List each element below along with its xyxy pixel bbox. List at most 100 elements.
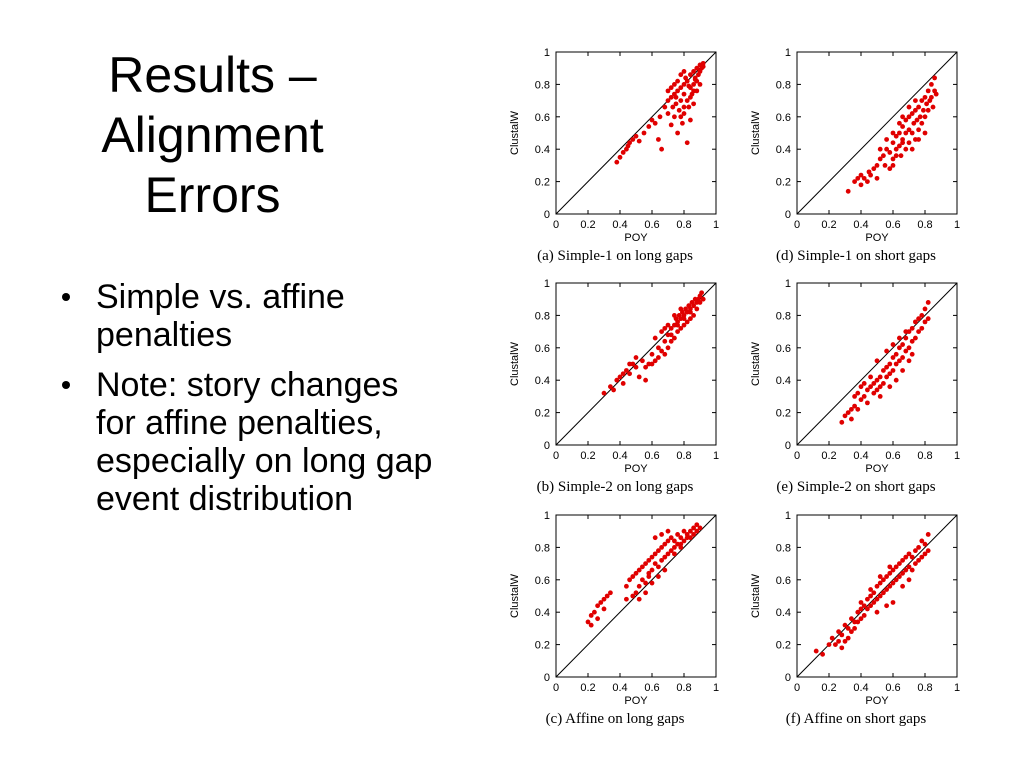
data-point: [672, 545, 677, 550]
data-point: [592, 609, 597, 615]
data-point: [924, 101, 929, 107]
data-point: [649, 351, 655, 357]
data-point: [630, 137, 636, 142]
data-point: [877, 394, 883, 399]
data-point: [681, 316, 687, 322]
data-point: [865, 596, 870, 602]
data-point: [839, 632, 845, 638]
data-point: [916, 104, 921, 110]
data-point: [906, 551, 912, 557]
data-point: [659, 545, 664, 550]
x-tick-label: 0.4: [612, 682, 627, 694]
data-point: [911, 120, 917, 126]
data-point: [884, 574, 889, 579]
data-point: [668, 122, 674, 128]
data-point: [672, 313, 677, 318]
data-point: [691, 532, 696, 537]
data-point: [874, 163, 880, 168]
data-point: [906, 104, 912, 110]
data-point: [909, 130, 915, 136]
data-point: [691, 101, 696, 107]
data-point: [900, 342, 905, 347]
data-point: [630, 593, 636, 599]
x-tick-label: 0.6: [885, 450, 900, 462]
y-tick-label: 0.2: [776, 177, 791, 189]
data-point: [898, 153, 904, 159]
scatter-panel-e: 0 0.2 0.4 0.6 0.8 1 0 0.2 0.4 0.6 0.8 1 POY ClustalW …: [741, 273, 971, 505]
scatter-plot-e: 0 0.2 0.4 0.6 0.8 1 0 0.2 0.4 0.6 0.8 1 POY ClustalW: [750, 278, 960, 475]
data-point: [678, 114, 684, 120]
data-point: [681, 82, 687, 87]
data-point: [620, 371, 626, 377]
data-point: [893, 351, 899, 357]
data-point: [673, 94, 679, 100]
data-point: [829, 635, 835, 641]
data-point: [868, 172, 873, 178]
data-point: [681, 69, 687, 74]
data-point: [681, 104, 687, 110]
data-point: [633, 364, 639, 370]
y-axis-label: ClustalW: [750, 110, 762, 155]
data-point: [673, 101, 679, 107]
data-point: [922, 551, 928, 557]
y-tick-label: 0.6: [535, 575, 550, 587]
data-point: [675, 532, 680, 537]
data-point: [887, 583, 893, 589]
x-tick-label: 0.2: [821, 450, 836, 462]
data-point: [858, 182, 864, 188]
data-point: [668, 94, 674, 100]
x-tick-label: 0.4: [853, 682, 868, 694]
x-axis-label: POY: [865, 463, 889, 475]
x-tick-label: 0.4: [853, 450, 868, 462]
data-point: [858, 384, 864, 390]
data-point: [858, 606, 864, 612]
x-tick-label: 0.6: [885, 682, 900, 694]
data-point: [649, 567, 655, 573]
data-point: [627, 140, 632, 146]
y-tick-label: 0: [544, 440, 550, 452]
y-tick-label: 0.4: [776, 607, 791, 619]
data-point: [662, 567, 668, 573]
data-point: [881, 153, 886, 159]
data-point: [624, 583, 629, 589]
bullet-item: Note: story changes for affine penalties…: [62, 366, 442, 518]
data-point: [921, 107, 926, 113]
y-tick-label: 0: [544, 209, 550, 221]
data-point: [643, 377, 648, 383]
data-point: [652, 561, 658, 566]
y-tick-label: 1: [544, 510, 550, 522]
data-point: [852, 394, 857, 399]
data-point: [900, 124, 905, 129]
data-point: [849, 406, 854, 412]
x-tick-label: 1: [954, 682, 960, 694]
data-point: [852, 626, 857, 631]
data-point: [652, 335, 658, 341]
data-point: [595, 616, 600, 622]
y-tick-label: 0.4: [535, 607, 550, 619]
data-point: [903, 567, 909, 573]
data-point: [890, 342, 896, 347]
data-point: [662, 351, 668, 357]
x-axis-label: POY: [624, 463, 648, 475]
y-tick-label: 0.8: [776, 79, 791, 91]
data-point: [656, 548, 661, 554]
data-point: [858, 616, 864, 622]
data-point: [887, 384, 893, 390]
data-point: [691, 303, 696, 309]
data-point: [884, 374, 889, 380]
data-point: [893, 153, 899, 159]
data-point: [890, 140, 896, 146]
data-point: [852, 403, 857, 409]
data-point: [900, 583, 905, 589]
data-point: [691, 88, 696, 94]
data-point: [641, 130, 647, 136]
data-point: [627, 371, 632, 377]
data-point: [913, 548, 918, 554]
data-point: [604, 593, 610, 599]
title-line-3: Errors: [144, 167, 281, 223]
data-point: [697, 82, 703, 87]
data-point: [665, 538, 671, 544]
data-point: [681, 538, 687, 544]
data-point: [855, 609, 861, 615]
data-point: [929, 94, 934, 100]
